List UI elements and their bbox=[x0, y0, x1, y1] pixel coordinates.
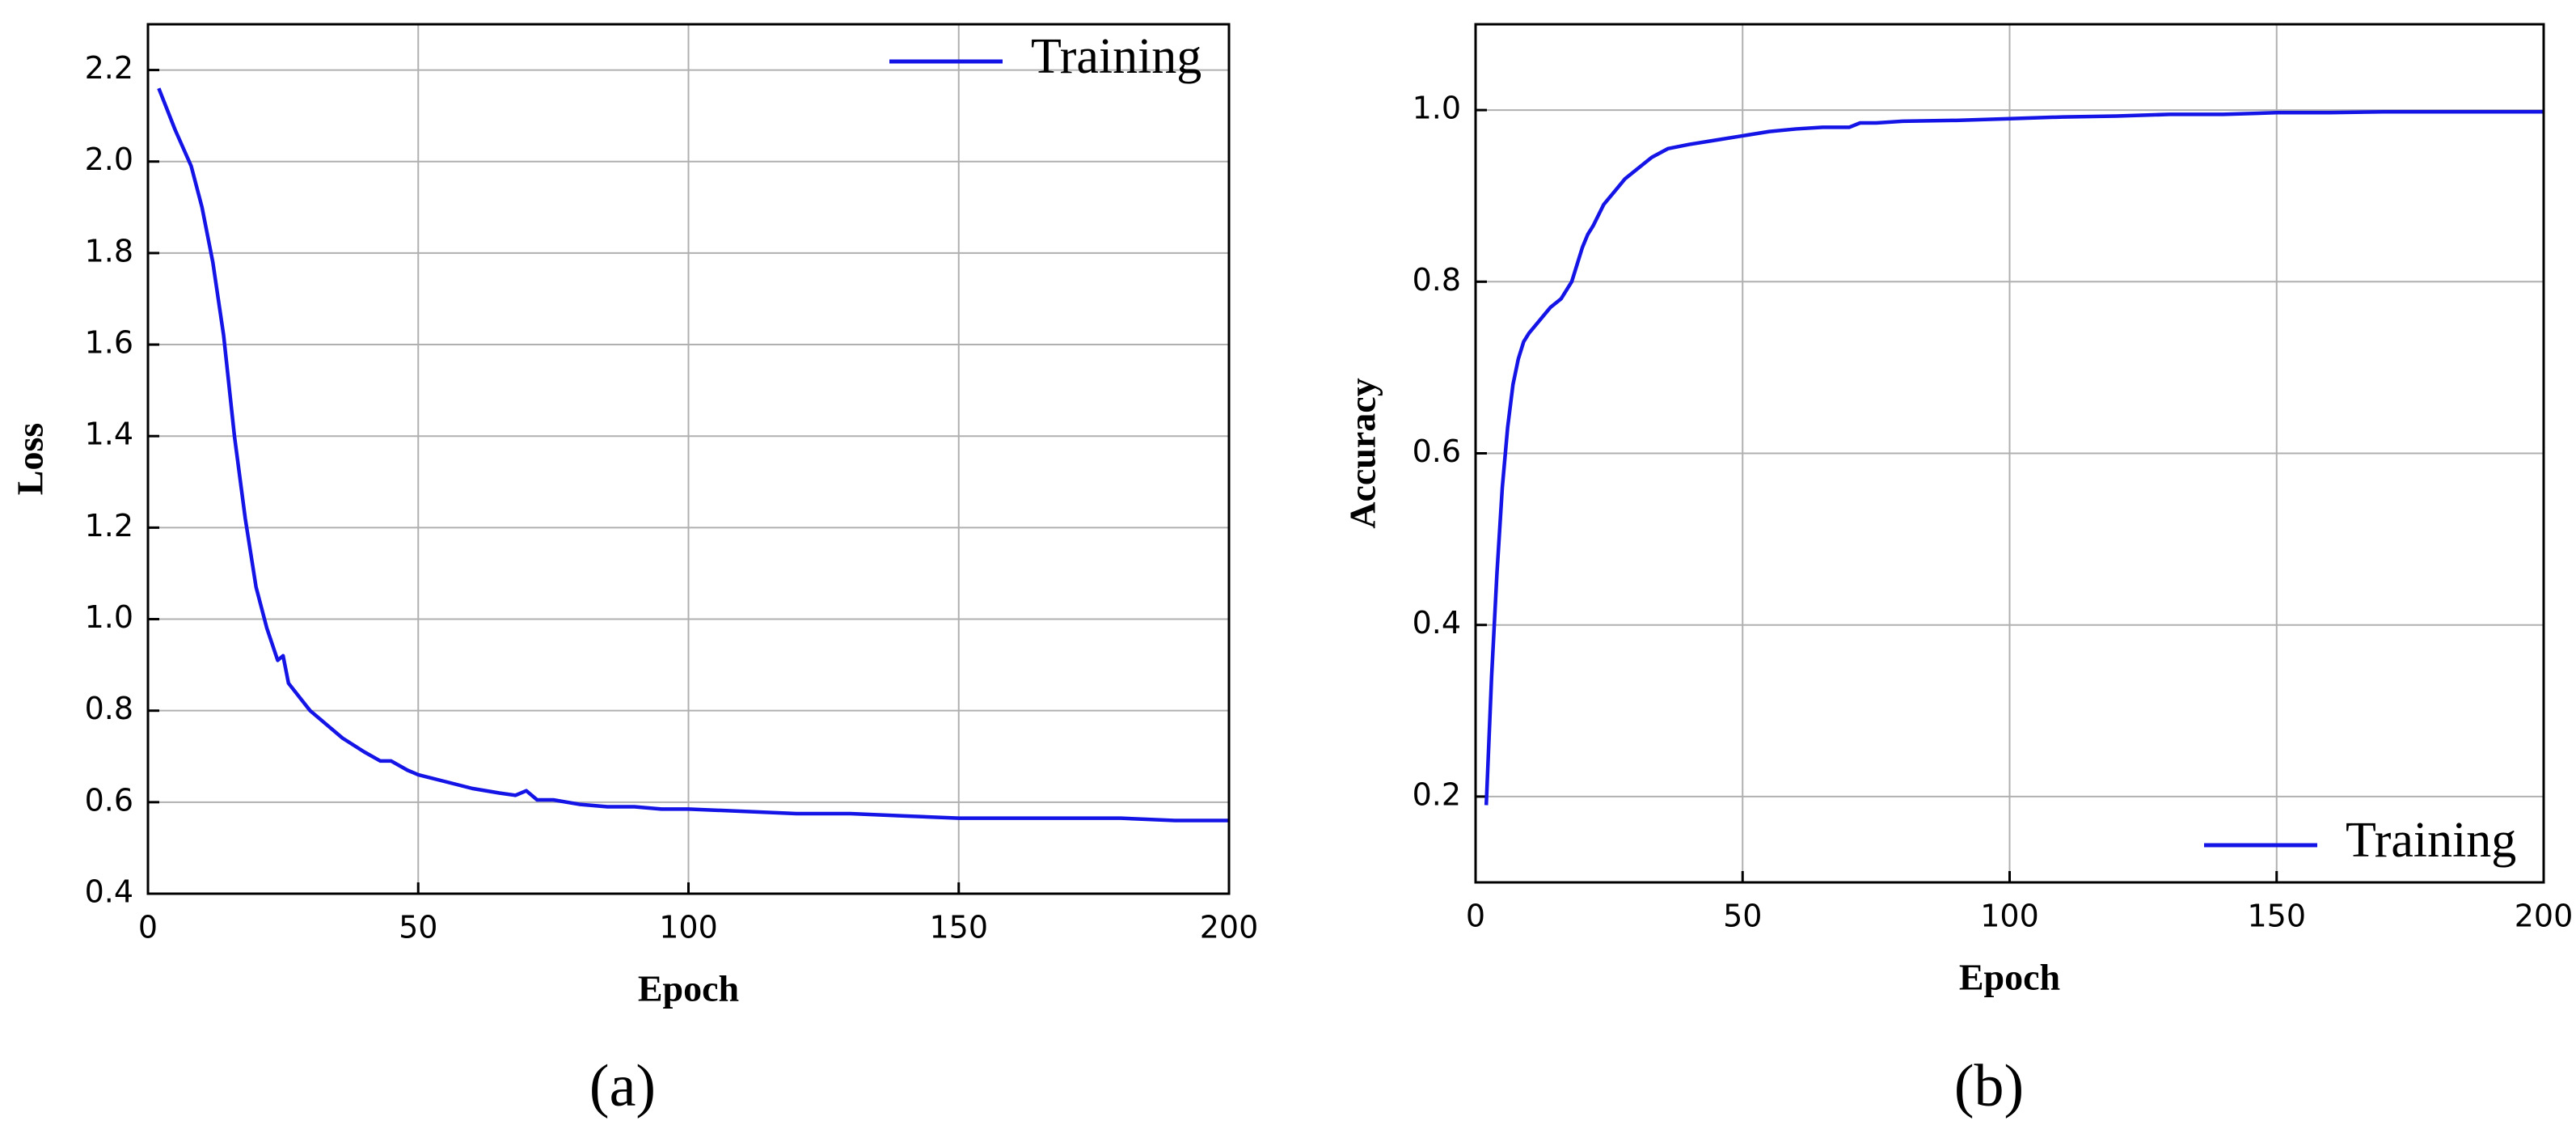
y-tick-label: 0.8 bbox=[85, 691, 133, 726]
legend-label: Training bbox=[2346, 813, 2516, 868]
x-axis-label: Epoch bbox=[1959, 957, 2060, 998]
panel-caption: (a) bbox=[589, 1053, 656, 1119]
chart-panel: 0.2 0.4 0.6 0.8 1.0 0 50 100 150 200 Training Epoch… bbox=[1342, 23, 2574, 1119]
x-axis-label: Epoch bbox=[638, 968, 739, 1009]
plot-frame bbox=[1474, 23, 2545, 884]
y-tick-label: 0.2 bbox=[1413, 776, 1461, 812]
x-tick-label: 0 bbox=[138, 910, 158, 945]
y-axis-label: Accuracy bbox=[1342, 378, 1383, 528]
x-tick-label: 150 bbox=[2247, 899, 2306, 934]
y-tick-label: 2.0 bbox=[85, 142, 133, 177]
y-tick-label: 0.8 bbox=[1413, 262, 1461, 298]
data-line bbox=[157, 87, 1229, 823]
y-tick-label: 0.4 bbox=[85, 874, 133, 910]
data-line bbox=[1484, 109, 2544, 806]
y-tick-label: 1.6 bbox=[85, 325, 133, 361]
x-tick-label: 150 bbox=[929, 910, 988, 945]
x-tick-label: 50 bbox=[1723, 899, 1762, 934]
x-tick-label: 50 bbox=[399, 910, 437, 945]
y-tick-label: 0.4 bbox=[1413, 605, 1461, 641]
x-tick-label: 100 bbox=[1980, 899, 2039, 934]
panel-caption: (b) bbox=[1954, 1053, 2024, 1119]
x-tick-label: 100 bbox=[659, 910, 718, 945]
y-tick-label: 1.0 bbox=[85, 599, 133, 635]
y-axis-label: Loss bbox=[10, 423, 51, 495]
x-tick-label: 200 bbox=[2515, 899, 2574, 934]
y-tick-label: 1.2 bbox=[85, 508, 133, 544]
x-tick-label: 200 bbox=[1200, 910, 1259, 945]
x-tick-label: 0 bbox=[1466, 899, 1485, 934]
y-tick-label: 1.8 bbox=[85, 233, 133, 269]
plot-frame bbox=[146, 23, 1231, 895]
legend-label: Training bbox=[1031, 29, 1201, 84]
y-tick-label: 1.0 bbox=[1413, 91, 1461, 126]
y-tick-label: 0.6 bbox=[85, 782, 133, 818]
chart-panel: 0.4 0.6 0.8 1.0 1.2 1.4 1.6 1.8 2.0 2.2 0 50 100 150 2… bbox=[10, 23, 1259, 1119]
y-tick-label: 0.6 bbox=[1413, 434, 1461, 469]
y-tick-label: 2.2 bbox=[85, 50, 133, 86]
y-tick-label: 1.4 bbox=[85, 417, 133, 452]
